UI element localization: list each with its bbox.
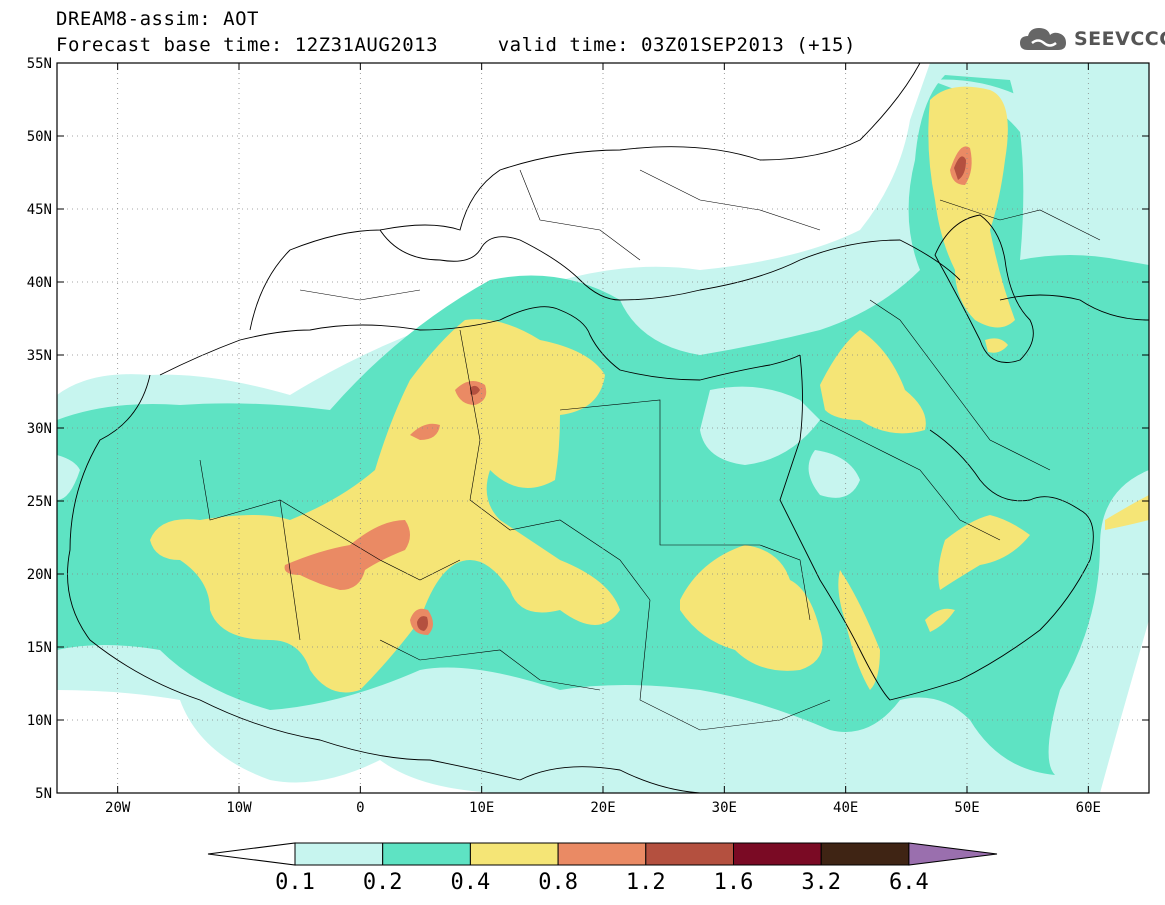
- lon-tick-label: 60E: [1076, 800, 1101, 816]
- gridlines: [57, 63, 1149, 793]
- colorbar-label: 1.6: [714, 870, 754, 895]
- lon-tick-label: 20W: [105, 800, 131, 816]
- lat-tick-label: 55N: [27, 56, 52, 72]
- forecast-time-line: Forecast base time: 12Z31AUG2013 valid t…: [56, 34, 856, 56]
- lon-tick-label: 20E: [590, 800, 615, 816]
- colorbar-segment: [820, 842, 910, 866]
- colorbar-high-arrow: [908, 842, 998, 866]
- lon-tick-label: 10W: [226, 800, 252, 816]
- seevccc-logo: SEEVCCC: [1018, 24, 1165, 54]
- lat-tick-label: 15N: [27, 640, 52, 656]
- lat-tick-label: 5N: [35, 786, 52, 802]
- axis-ticks: 20W 10W 0 10E 20E 30E 40E 50E 60E 5N 10N 15N 20N 25N 3…: [27, 56, 1149, 816]
- colorbar-segment: [645, 842, 734, 866]
- colorbar-segment: [382, 842, 471, 866]
- colorbar-label: 0.1: [275, 870, 315, 895]
- colorbar-label: 0.4: [451, 870, 491, 895]
- lat-tick-label: 35N: [27, 348, 52, 364]
- lon-tick-label: 50E: [954, 800, 979, 816]
- aot-layer-0.4: [150, 86, 1149, 693]
- colorbar-low-arrow: [207, 842, 296, 866]
- lat-tick-label: 25N: [27, 494, 52, 510]
- lat-tick-label: 45N: [27, 202, 52, 218]
- aot-layer-1.2: [417, 156, 966, 631]
- coastlines: [67, 63, 1149, 793]
- lat-tick-label: 10N: [27, 713, 52, 729]
- colorbar-label: 1.2: [626, 870, 666, 895]
- lon-tick-label: 10E: [469, 800, 494, 816]
- colorbar-segment: [733, 842, 822, 866]
- lat-tick-label: 30N: [27, 421, 52, 437]
- lat-tick-label: 50N: [27, 129, 52, 145]
- colorbar-label: 3.2: [801, 870, 841, 895]
- lat-tick-label: 40N: [27, 275, 52, 291]
- colorbar-label: 0.8: [538, 870, 578, 895]
- map-title: DREAM8-assim: AOT: [56, 8, 259, 30]
- country-borders: [199, 169, 1101, 731]
- caspian-coast: [934, 214, 1034, 363]
- colorbar-segment: [469, 842, 559, 866]
- lon-tick-label: 30E: [712, 800, 737, 816]
- cloud-icon: [1020, 28, 1066, 50]
- colorbar-label: 0.2: [363, 870, 403, 895]
- colorbar: 0.1 0.2 0.4 0.8 1.2 1.6 3.2 6.4: [207, 842, 998, 895]
- colorbar-segment: [294, 842, 384, 866]
- lat-tick-label: 20N: [27, 567, 52, 583]
- colorbar-label: 6.4: [889, 870, 929, 895]
- lon-tick-label: 0: [356, 800, 364, 816]
- logo-text: SEEVCCC: [1074, 28, 1165, 50]
- lon-tick-label: 40E: [833, 800, 858, 816]
- colorbar-segment: [557, 842, 647, 866]
